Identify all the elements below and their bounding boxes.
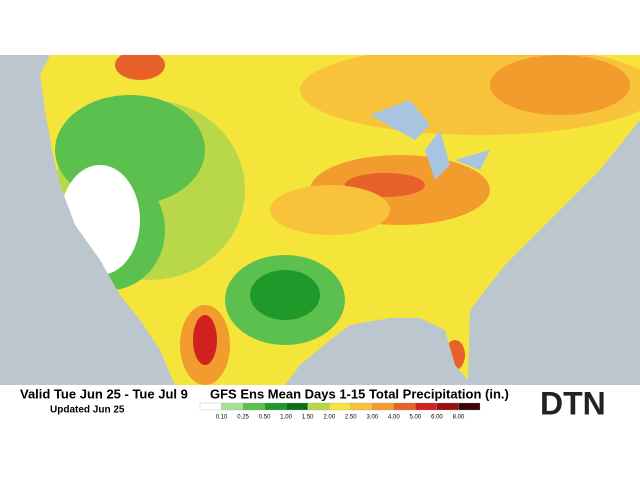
legend-swatch (415, 402, 438, 411)
precip-area (193, 315, 217, 365)
legend-swatch (199, 402, 222, 411)
legend-label: 2.00 (323, 415, 335, 421)
legend-swatch (372, 402, 394, 411)
map (0, 55, 640, 385)
legend-swatch (264, 402, 287, 411)
legend-label: 8.00 (453, 415, 465, 421)
legend-label: 5.00 (410, 415, 422, 421)
valid-dates: Valid Tue Jun 25 - Tue Jul 9 (20, 386, 188, 401)
legend-label: 0.50 (259, 415, 271, 421)
legend-swatch (350, 402, 373, 411)
logo: DTN (540, 385, 606, 421)
precip-area (250, 270, 320, 320)
legend-swatch (221, 402, 244, 411)
legend-label: 4.00 (388, 415, 400, 421)
legend-label: 0.10 (216, 415, 228, 421)
legend-label: 6.00 (431, 415, 443, 421)
legend-label: 2.50 (345, 415, 357, 421)
legend-swatch (393, 402, 416, 411)
legend-swatch (458, 402, 481, 411)
legend-swatch (307, 402, 330, 411)
precip-area (270, 185, 390, 235)
legend-swatch (286, 402, 308, 411)
updated: Updated Jun 25 (50, 405, 125, 416)
legend-label: 1.00 (280, 415, 292, 421)
legend-label: 0.25 (237, 415, 249, 421)
precip-area (490, 55, 630, 115)
legend-swatch (436, 402, 459, 411)
title: GFS Ens Mean Days 1-15 Total Precipitati… (210, 386, 509, 401)
lake (370, 100, 490, 180)
legend-label: 3.00 (366, 415, 378, 421)
legend: 0.10 0.25 0.50 1.00 1.50 2.00 2.50 3.00 4.00 5.00… (199, 402, 481, 421)
legend-swatch (242, 402, 265, 411)
legend-label: 1.50 (302, 415, 314, 421)
precip-area (115, 55, 165, 80)
legend-swatch (329, 402, 351, 411)
